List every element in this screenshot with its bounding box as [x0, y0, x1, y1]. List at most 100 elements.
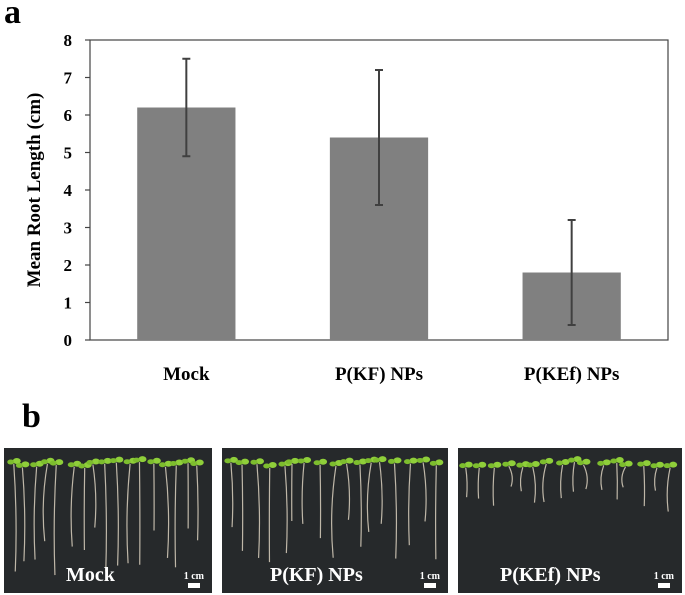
seedling-leaf: [539, 459, 547, 465]
seedling-leaf: [278, 461, 286, 467]
seedling-root: [21, 467, 26, 562]
scale-bar-mock: 1 cm: [184, 571, 204, 588]
seedling-leaf: [158, 462, 166, 468]
seedling-leaf: [364, 458, 372, 464]
seedling-root: [359, 464, 362, 547]
seedling-leaf: [526, 462, 534, 468]
seedling-leaf: [98, 459, 106, 465]
y-tick-label: 8: [64, 31, 73, 50]
seedling-root: [422, 462, 427, 522]
scale-label-pkef: 1 cm: [653, 571, 674, 582]
seedling-leaf: [169, 461, 177, 467]
seedling-leaf: [91, 458, 100, 465]
scale-label-pkf: 1 cm: [419, 571, 440, 582]
seedling-leaf: [459, 463, 467, 469]
seedling-leaf: [67, 462, 75, 468]
seedling-root: [378, 462, 383, 524]
seedling-leaf: [115, 456, 124, 463]
seedling-root: [331, 465, 337, 558]
seedling-leaf: [655, 461, 664, 468]
y-tick-label: 7: [64, 69, 73, 88]
panel-b-label: b: [22, 398, 41, 435]
seedling-leaf: [329, 461, 337, 467]
y-axis-label: Mean Root Length (cm): [24, 93, 45, 288]
seedling-photo-pkf: P(KF) NPs 1 cm: [222, 448, 448, 593]
seedling-leaf: [669, 461, 678, 468]
seedling-leaf: [195, 459, 204, 466]
y-tick-label: 0: [64, 331, 73, 350]
seedling-leaf: [229, 456, 238, 463]
seedling-root: [164, 466, 170, 558]
panel-a-label: a: [4, 0, 21, 31]
seedling-leaf: [319, 458, 328, 465]
seedling-leaf: [290, 457, 299, 464]
seedling-root: [92, 464, 97, 528]
seedling-roots-pkef: [459, 456, 678, 512]
category-label: Mock: [163, 364, 210, 385]
seedling-leaf: [40, 459, 48, 465]
photo-label-pkf: P(KF) NPs: [270, 564, 363, 586]
seedling-root: [284, 466, 288, 554]
seedling-leaf: [545, 457, 554, 464]
seedling-leaf: [615, 457, 624, 464]
seedling-root: [600, 465, 605, 491]
seedling-leaf: [235, 460, 243, 466]
seedling-leaf: [393, 457, 402, 464]
seedling-leaf: [502, 461, 510, 467]
seedling-root: [33, 466, 38, 560]
seedling-leaf: [353, 460, 361, 466]
seedling-leaf: [619, 462, 627, 468]
seedling-root: [616, 463, 618, 500]
y-tick-label: 5: [64, 144, 73, 163]
y-tick-label: 1: [64, 294, 73, 313]
seedling-leaf: [597, 460, 605, 466]
root-length-bar-chart: 0 1 2 3 4 5 6 7 8 Mean Root Length (cm) Mock P(KF) …: [24, 31, 669, 385]
scale-bar-mark-pkf: [423, 583, 436, 588]
seedling-leaf: [516, 462, 524, 468]
seedling-leaf: [30, 462, 38, 468]
scale-bar-mark-pkef: [657, 583, 670, 588]
seedling-root: [126, 463, 131, 564]
seedling-leaf: [190, 461, 198, 467]
category-label: P(KF) NPs: [335, 364, 423, 385]
seedling-root: [70, 466, 75, 547]
seedling-leaf: [582, 458, 591, 465]
seedling-root: [465, 467, 468, 498]
seedling-photo-mock: Mock 1 cm: [4, 448, 212, 593]
seedling-leaf: [602, 459, 611, 466]
seedling-leaf: [493, 461, 502, 468]
seedling-root: [532, 466, 537, 503]
seedling-leaf: [507, 460, 516, 467]
seedling-leaf: [138, 456, 147, 463]
seedling-leaf: [576, 460, 584, 466]
seedling-roots-pkf: [224, 456, 444, 563]
seedling-leaf: [637, 461, 645, 467]
seedling-leaf: [181, 458, 189, 464]
seedling-root: [654, 467, 658, 491]
seedling-leaf: [416, 457, 424, 463]
seedling-root: [230, 462, 234, 528]
seedling-leaf: [378, 456, 387, 463]
seedling-root: [241, 464, 244, 551]
y-tick-label: 2: [64, 256, 73, 275]
seedling-leaf: [55, 459, 64, 466]
seedling-root: [621, 466, 627, 488]
seedling-leaf: [175, 459, 184, 466]
y-tick-label: 6: [64, 106, 73, 125]
seedling-leaf: [7, 459, 15, 465]
seedling-leaf: [224, 458, 232, 464]
seedling-root: [582, 464, 588, 490]
seedling-photo-pkef: P(KEf) NPs 1 cm: [458, 448, 682, 593]
seedling-root: [492, 467, 495, 506]
seedling-root: [53, 465, 57, 576]
scale-bar-pkef: 1 cm: [654, 571, 674, 588]
seedling-roots-mock: [7, 456, 204, 576]
seedling-root: [572, 462, 576, 492]
seedling-leaf: [103, 457, 112, 464]
seedling-leaf: [340, 459, 348, 465]
seedling-leaf: [422, 456, 431, 463]
seedling-leaf: [567, 457, 575, 463]
seedling-leaf: [250, 459, 258, 465]
seedling-leaf: [263, 463, 271, 469]
seedling-leaf: [663, 463, 671, 469]
